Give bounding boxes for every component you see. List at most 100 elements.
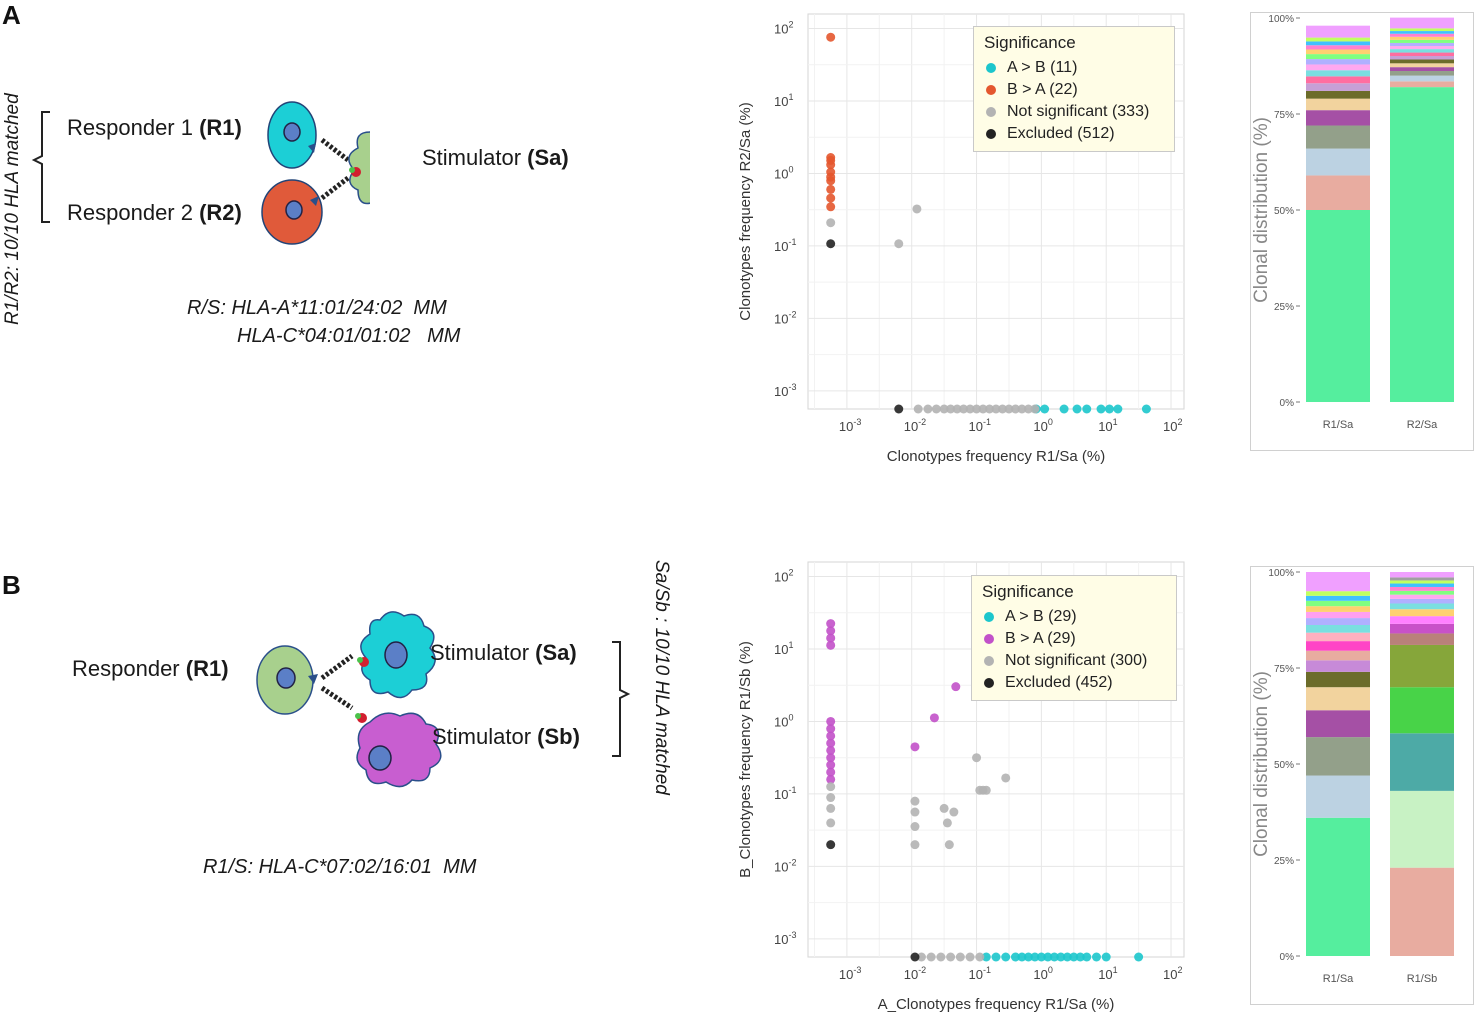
- panel-b-legend: Significance A > B (29) B > A (29) Not s…: [971, 575, 1177, 701]
- data-point: [826, 202, 836, 212]
- bar-segment: [1390, 31, 1454, 34]
- y-tick-exponent: 0: [788, 712, 793, 722]
- y-tick-exponent: -1: [788, 237, 796, 247]
- bar-segment: [1390, 609, 1454, 617]
- data-point: [1104, 404, 1114, 414]
- data-point: [910, 952, 920, 962]
- bar-segment: [1306, 775, 1370, 818]
- data-point: [826, 724, 836, 734]
- bar-segment: [1390, 87, 1454, 403]
- bar-segment: [1390, 590, 1454, 595]
- bar-segment: [1390, 67, 1454, 71]
- data-point: [916, 952, 926, 962]
- data-point: [1082, 952, 1092, 962]
- y-tick-label: 102: [774, 19, 793, 36]
- data-point: [1049, 952, 1059, 962]
- y-tick-label: 100: [774, 712, 793, 729]
- bar-segment: [1390, 616, 1454, 624]
- data-point: [1043, 952, 1053, 962]
- data-point: [826, 803, 836, 813]
- data-point: [939, 404, 949, 414]
- data-point: [991, 952, 1001, 962]
- bar-segment: [1306, 624, 1370, 633]
- y-tick-exponent: -3: [788, 382, 796, 392]
- y-tick-exponent: -2: [788, 309, 796, 319]
- legend-dot-icon: [986, 107, 996, 117]
- bar-segment: [1306, 618, 1370, 625]
- legend-dot-icon: [984, 678, 994, 688]
- stimulator-cell-icon: [348, 130, 370, 205]
- x-tick-label: 102: [1163, 965, 1182, 982]
- data-point: [1017, 952, 1027, 962]
- responder-1-prefix: Responder 1: [67, 115, 200, 140]
- data-point: [1010, 952, 1020, 962]
- y-tick-exponent: 2: [788, 567, 793, 577]
- x-tick-exponent: -2: [918, 417, 926, 427]
- stimulator-prefix: Stimulator: [422, 145, 528, 170]
- x-tick-exponent: -3: [853, 417, 861, 427]
- y-tick-label: 50%: [1274, 206, 1294, 217]
- data-point: [826, 640, 836, 650]
- bar-segment: [1306, 59, 1370, 65]
- x-tick-label: 10-1: [969, 417, 991, 434]
- x-tick-exponent: -3: [853, 965, 861, 975]
- legend-entry: Not significant (300): [982, 650, 1166, 672]
- data-point: [826, 774, 836, 784]
- bar-segment: [1390, 687, 1454, 734]
- data-point: [1141, 404, 1151, 414]
- bracket-icon: [31, 111, 50, 223]
- bar-segment: [1390, 46, 1454, 50]
- data-point: [826, 184, 836, 194]
- data-point: [1134, 952, 1144, 962]
- data-point: [1062, 952, 1072, 962]
- x-tick-label: 10-3: [839, 965, 861, 982]
- bar-segment: [1306, 125, 1370, 149]
- x-tick-exponent: 0: [1048, 965, 1053, 975]
- y-tick-label: 101: [774, 92, 793, 109]
- legend-dot-icon: [986, 129, 996, 139]
- bracket-icon: [612, 641, 631, 757]
- responder-label: Responder (R1): [72, 656, 229, 682]
- stimulator-code: (Sa): [527, 145, 569, 170]
- y-axis-label: Clonotypes frequency R2/Sa (%): [737, 102, 754, 320]
- data-point: [826, 32, 836, 42]
- data-point: [997, 404, 1007, 414]
- data-point: [1030, 952, 1040, 962]
- legend-entry: A > B (11): [984, 57, 1164, 79]
- y-tick-label: 0%: [1280, 952, 1295, 963]
- y-tick-label: 50%: [1274, 760, 1294, 771]
- stimulator-a-code: (Sa): [535, 640, 577, 665]
- data-point: [913, 404, 923, 414]
- data-point: [965, 404, 975, 414]
- responder-1-code: (R1): [199, 115, 242, 140]
- bar-segment: [1390, 867, 1454, 956]
- data-point: [1004, 404, 1014, 414]
- data-point: [944, 840, 954, 850]
- data-point: [1091, 952, 1101, 962]
- data-point: [826, 619, 836, 629]
- data-point: [826, 738, 836, 748]
- bar-segment: [1306, 606, 1370, 612]
- legend-entry: B > A (22): [984, 79, 1164, 101]
- bar-segment: [1306, 76, 1370, 84]
- data-point: [1023, 952, 1033, 962]
- bar-segment: [1390, 633, 1454, 645]
- bar-segment: [1390, 63, 1454, 68]
- panel-b-stacked-bar-chart: Clonal distribution (%) 0% 25% 50% 75% 100% R1…: [1250, 566, 1474, 1005]
- legend-entry: Not significant (333): [984, 101, 1164, 123]
- bar-segment: [1306, 70, 1370, 77]
- y-tick-label: 100: [774, 164, 793, 181]
- stimulator-a-prefix: Stimulator: [430, 640, 536, 665]
- data-point: [826, 767, 836, 777]
- x-axis-label: Clonotypes frequency R1/Sa (%): [887, 448, 1105, 465]
- data-point: [1001, 773, 1011, 783]
- data-point: [1017, 404, 1027, 414]
- bar-segment: [1306, 54, 1370, 60]
- x-tick-exponent: 0: [1048, 417, 1053, 427]
- bar-segment: [1306, 110, 1370, 126]
- bar-segment: [1306, 641, 1370, 651]
- y-tick-label: 102: [774, 567, 793, 584]
- x-tick-label: 10-2: [904, 417, 926, 434]
- data-point: [946, 404, 956, 414]
- data-point: [1001, 952, 1011, 962]
